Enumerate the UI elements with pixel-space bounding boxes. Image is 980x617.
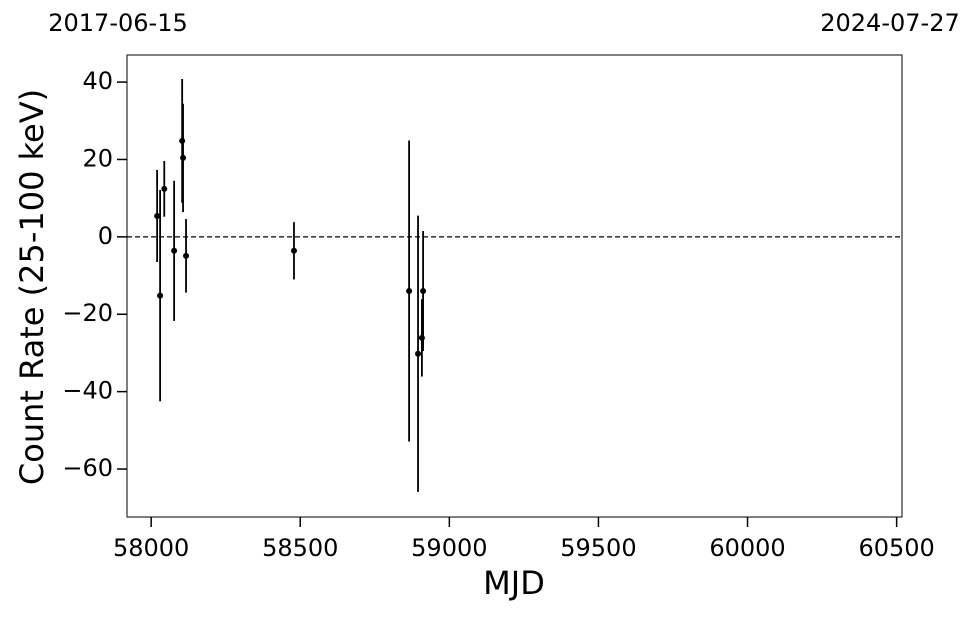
data-point: [183, 252, 190, 259]
y-axis-label: Count Rate (25-100 keV): [13, 89, 51, 485]
data-point: [171, 247, 178, 254]
x-tick-label: 60000: [709, 534, 785, 562]
data-point: [154, 212, 161, 219]
y-tick-label: 0: [98, 222, 113, 250]
x-tick-label: 59000: [411, 534, 487, 562]
start-date: 2017-06-15: [48, 9, 187, 37]
data-point: [161, 185, 168, 192]
data-point: [406, 288, 413, 295]
x-tick-label: 60500: [858, 534, 934, 562]
y-tick-label: −40: [62, 377, 113, 405]
x-tick-label: 59500: [560, 534, 636, 562]
data-point: [420, 288, 427, 295]
x-tick-label: 58500: [262, 534, 338, 562]
y-tick-label: 40: [82, 67, 113, 95]
y-tick-label: −20: [62, 299, 113, 327]
data-point: [157, 292, 164, 299]
data-point: [418, 334, 425, 341]
data-point: [415, 350, 422, 357]
y-tick-label: 20: [82, 144, 113, 172]
y-tick-label: −60: [62, 454, 113, 482]
plot-frame: [126, 54, 903, 518]
data-point: [180, 154, 187, 161]
end-date: 2024-07-27: [820, 9, 959, 37]
x-axis-label: MJD: [483, 564, 545, 602]
data-point: [290, 247, 297, 254]
x-tick-label: 58000: [113, 534, 189, 562]
